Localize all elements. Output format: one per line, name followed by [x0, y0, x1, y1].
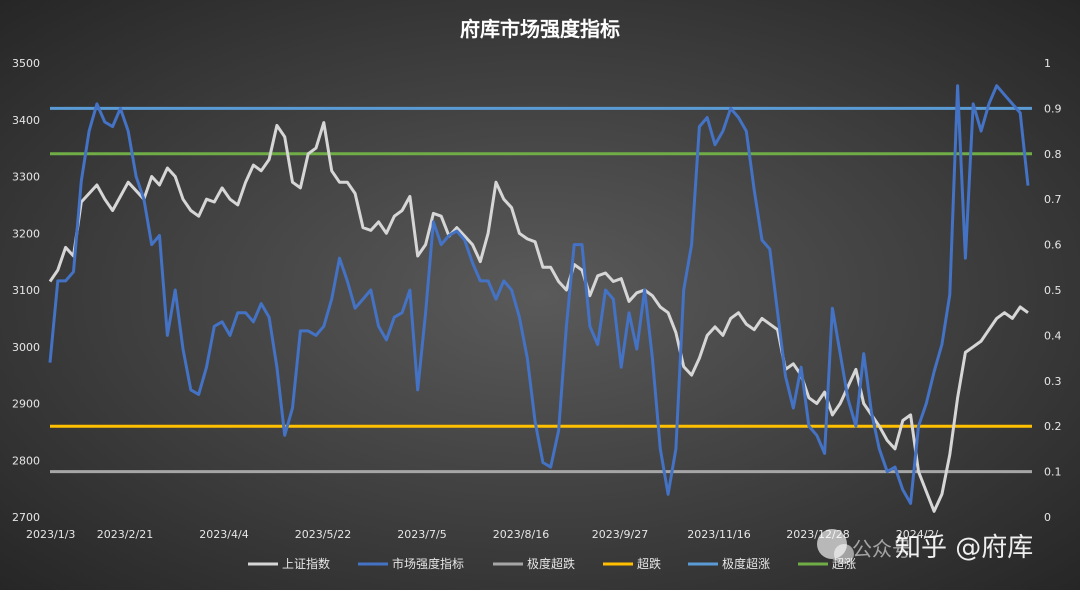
right-y-tick-label: 1 [1044, 57, 1051, 70]
x-tick-label: 2023/5/22 [295, 528, 351, 541]
x-axis: 2023/1/3 2023/2/21 2023/4/4 2023/5/22 2023/7… [26, 528, 938, 541]
x-tick-label: 2023/11/16 [687, 528, 750, 541]
right-y-tick-label: 0.2 [1044, 420, 1062, 433]
left-y-tick-label: 2900 [12, 398, 40, 411]
left-y-tick-label: 2700 [12, 511, 40, 524]
wechat-icon-bubble [834, 544, 854, 564]
chart-title: 府库市场强度指标 [460, 17, 620, 41]
x-tick-label: 2023/2/21 [97, 528, 153, 541]
left-y-axis: 2700 2800 2900 3000 3100 3200 3300 3400 3500 [12, 57, 40, 524]
right-y-tick-label: 0.8 [1044, 148, 1062, 161]
series-line-市场强度指标 [48, 84, 1030, 505]
right-y-tick-label: 0.9 [1044, 102, 1062, 115]
right-y-tick-label: 0.3 [1044, 375, 1062, 388]
right-y-tick-label: 0.5 [1044, 284, 1062, 297]
left-y-tick-label: 3300 [12, 171, 40, 184]
left-y-tick-label: 2800 [12, 454, 40, 467]
left-y-tick-label: 3000 [12, 341, 40, 354]
legend-label: 极度超跌 [527, 556, 575, 571]
x-tick-label: 2023/8/16 [493, 528, 549, 541]
x-tick-label: 2023/9/27 [592, 528, 648, 541]
x-tick-label: 2024/2/ [896, 528, 939, 541]
x-tick-label: 2023/7/5 [397, 528, 446, 541]
legend-label: 市场强度指标 [392, 556, 464, 571]
right-y-tick-label: 0.6 [1044, 239, 1062, 252]
right-y-tick-label: 0.1 [1044, 466, 1062, 479]
left-y-tick-label: 3500 [12, 57, 40, 70]
watermark: 公众号 知乎 @府库 [817, 529, 1033, 564]
left-y-tick-label: 3400 [12, 114, 40, 127]
legend-label: 上证指数 [282, 556, 330, 571]
series-line-上证指数 [48, 121, 1029, 513]
legend: 上证指数 市场强度指标 极度超跌 超跌 极度超涨 超涨 [248, 556, 856, 571]
right-y-tick-label: 0.4 [1044, 329, 1062, 342]
legend-label: 超跌 [637, 556, 661, 571]
left-y-tick-label: 3200 [12, 227, 40, 240]
left-y-tick-label: 3100 [12, 284, 40, 297]
watermark-text: 知乎 @府库 [895, 533, 1033, 563]
right-y-axis: 0 0.1 0.2 0.3 0.4 0.5 0.6 0.7 0.8 0.9 1 [1044, 57, 1062, 524]
watermark-faint-text: 公众号 [852, 537, 912, 561]
series-layer [48, 84, 1032, 513]
right-y-tick-label: 0 [1044, 511, 1051, 524]
x-tick-label: 2023/1/3 [26, 528, 75, 541]
x-tick-label: 2023/4/4 [199, 528, 248, 541]
right-y-tick-label: 0.7 [1044, 193, 1062, 206]
legend-label: 极度超涨 [722, 556, 770, 571]
